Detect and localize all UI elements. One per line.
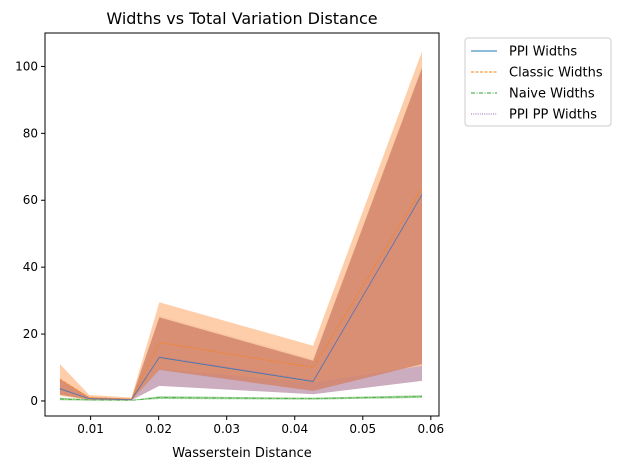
x-tick-label: 0.04 [281, 422, 308, 436]
y-tick-label: 80 [23, 126, 38, 140]
x-tick-label: 0.01 [77, 422, 104, 436]
series-lines [59, 188, 423, 401]
x-tick-label: 0.02 [145, 422, 172, 436]
y-tick-label: 100 [15, 59, 38, 73]
x-tick-label: 0.06 [417, 422, 444, 436]
y-tick-label: 60 [23, 193, 38, 207]
y-tick-label: 20 [23, 327, 38, 341]
y-axis-ticks: 0 20 40 60 80 100 [15, 59, 45, 408]
series-line-2 [59, 396, 422, 401]
series-line-1 [59, 188, 423, 400]
plot-frame [44, 32, 440, 417]
x-tick-label: 0.03 [213, 422, 240, 436]
band-3 [59, 68, 422, 401]
legend-label: PPI PP Widths [509, 108, 597, 123]
y-tick-label: 0 [30, 394, 38, 408]
x-axis-label: Wasserstein Distance [172, 446, 312, 461]
legend-label: Classic Widths [509, 66, 603, 81]
legend-frame [464, 37, 612, 127]
legend-label: PPI Widths [509, 45, 577, 60]
legend: PPI Widths Classic Widths Naive Widths PPI … [464, 37, 612, 127]
band-2 [59, 395, 422, 401]
y-tick-label: 40 [23, 260, 38, 274]
confidence-bands [59, 51, 422, 401]
chart-title: Widths vs Total Variation Distance [106, 9, 377, 28]
x-axis-ticks: 0.01 0.02 0.03 0.04 0.05 0.06 [77, 416, 444, 436]
x-tick-label: 0.05 [349, 422, 376, 436]
legend-label: Naive Widths [509, 87, 595, 102]
